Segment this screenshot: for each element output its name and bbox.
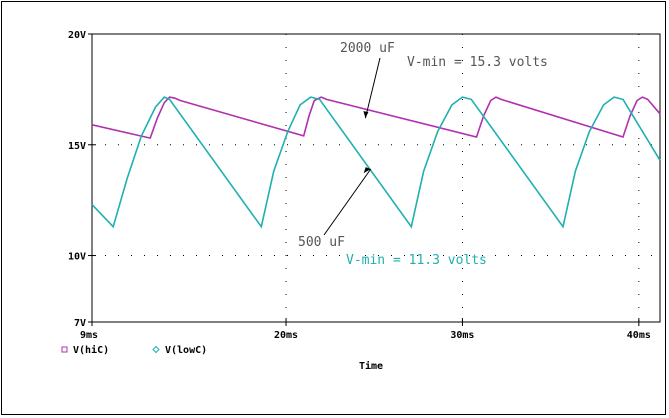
x-tick-label: 30ms	[450, 330, 474, 341]
y-tick-label: 7V	[74, 318, 86, 329]
x-tick-label: 40ms	[627, 330, 651, 341]
series-line-vhic	[91, 96, 661, 140]
legend: V(hiC) V(lowC)	[61, 344, 207, 356]
annotation-arrow-2000uf	[364, 57, 381, 119]
legend-label-lowc: V(lowC)	[165, 345, 207, 356]
annotation-vmin-high: V-min = 15.3 volts	[407, 55, 548, 70]
legend-marker-lowc	[152, 345, 160, 354]
arrowhead-2000uf	[363, 111, 369, 119]
plot-border	[91, 33, 661, 323]
series-line-vlowc	[91, 96, 661, 229]
legend-marker-hic	[61, 346, 68, 353]
annotation-2000uf: 2000 uF	[340, 41, 395, 56]
annotation-arrow-500uf	[323, 168, 372, 236]
legend-label-hic: V(hiC)	[73, 344, 109, 356]
x-axis-label: Time	[359, 360, 383, 372]
y-tick-label: 10V	[68, 252, 86, 263]
annotations: 2000 uF V-min = 15.3 volts 500 uF V-min …	[298, 41, 548, 268]
annotation-500uf: 500 uF	[298, 235, 345, 250]
arrowhead-500uf	[363, 167, 371, 174]
annotation-vmin-low: V-min = 11.3 volts	[346, 253, 487, 268]
axis-ticks: 9ms 20ms 30ms 40ms 7V 10V 15V 20V	[68, 30, 651, 341]
x-tick-label: 9ms	[80, 330, 98, 341]
y-tick-label: 20V	[68, 30, 86, 41]
x-tick-label: 20ms	[274, 330, 298, 341]
grid	[92, 34, 660, 322]
y-tick-label: 15V	[68, 141, 86, 152]
series-layer	[91, 96, 661, 229]
